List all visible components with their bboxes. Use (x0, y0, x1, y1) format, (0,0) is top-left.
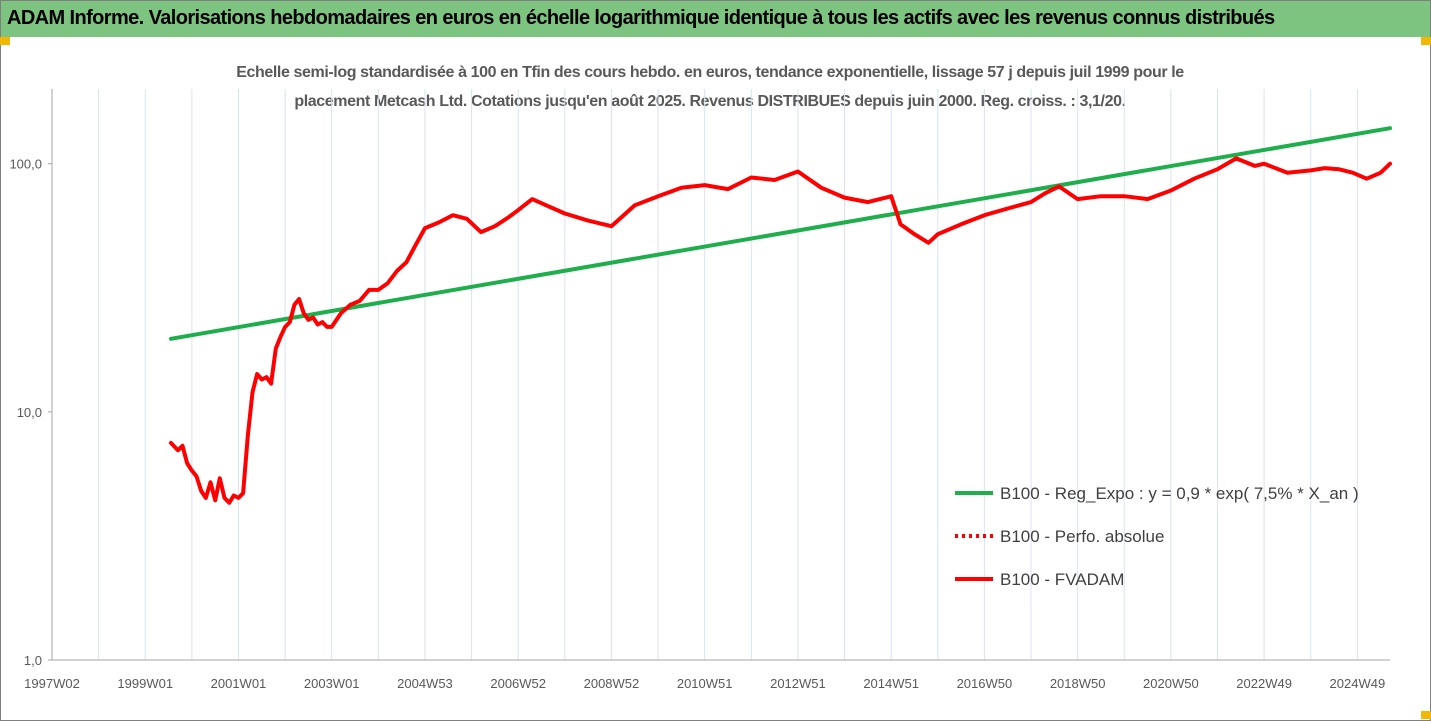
legend-label-2: B100 - FVADAM (1000, 570, 1124, 589)
chart-title-line-1: Echelle semi-log standardisée à 100 en T… (236, 64, 1184, 81)
x-tick-label: 2006W52 (490, 676, 546, 691)
x-tick-label: 2016W50 (957, 676, 1013, 691)
y-tick-label: 1,0 (24, 653, 42, 668)
corner-accent-right (1421, 37, 1431, 45)
y-tick-label: 10,0 (17, 405, 42, 420)
legend-label-0: B100 - Reg_Expo : y = 0,9 * exp( 7,5% * … (1000, 484, 1359, 503)
x-tick-label: 2020W50 (1143, 676, 1199, 691)
chart-title-line-2: placement Metcash Ltd. Cotations jusqu'e… (294, 93, 1126, 110)
legend-label-1: B100 - Perfo. absolue (1000, 527, 1164, 546)
series-line-2 (168, 156, 1392, 505)
x-tick-label: 2004W53 (397, 676, 453, 691)
y-tick-label: 100,0 (9, 157, 42, 172)
x-tick-label: 2001W01 (211, 676, 267, 691)
corner-accent-left (0, 37, 10, 45)
x-tick-label: 1999W01 (117, 676, 173, 691)
x-tick-label: 1997W02 (24, 676, 80, 691)
series-line-0 (168, 126, 1392, 341)
corner-accent-bottom-right (1421, 711, 1431, 719)
x-tick-label: 2022W49 (1236, 676, 1292, 691)
x-tick-label: 2014W51 (863, 676, 919, 691)
x-tick-label: 2010W51 (677, 676, 733, 691)
report-title: ADAM Informe. Valorisations hebdomadaire… (7, 7, 1275, 29)
x-tick-label: 2024W49 (1330, 676, 1386, 691)
x-tick-label: 2012W51 (770, 676, 826, 691)
x-tick-label: 2018W50 (1050, 676, 1106, 691)
header-banner: ADAM Informe. Valorisations hebdomadaire… (1, 1, 1430, 37)
x-tick-label: 2003W01 (304, 676, 360, 691)
x-tick-label: 2008W52 (584, 676, 640, 691)
